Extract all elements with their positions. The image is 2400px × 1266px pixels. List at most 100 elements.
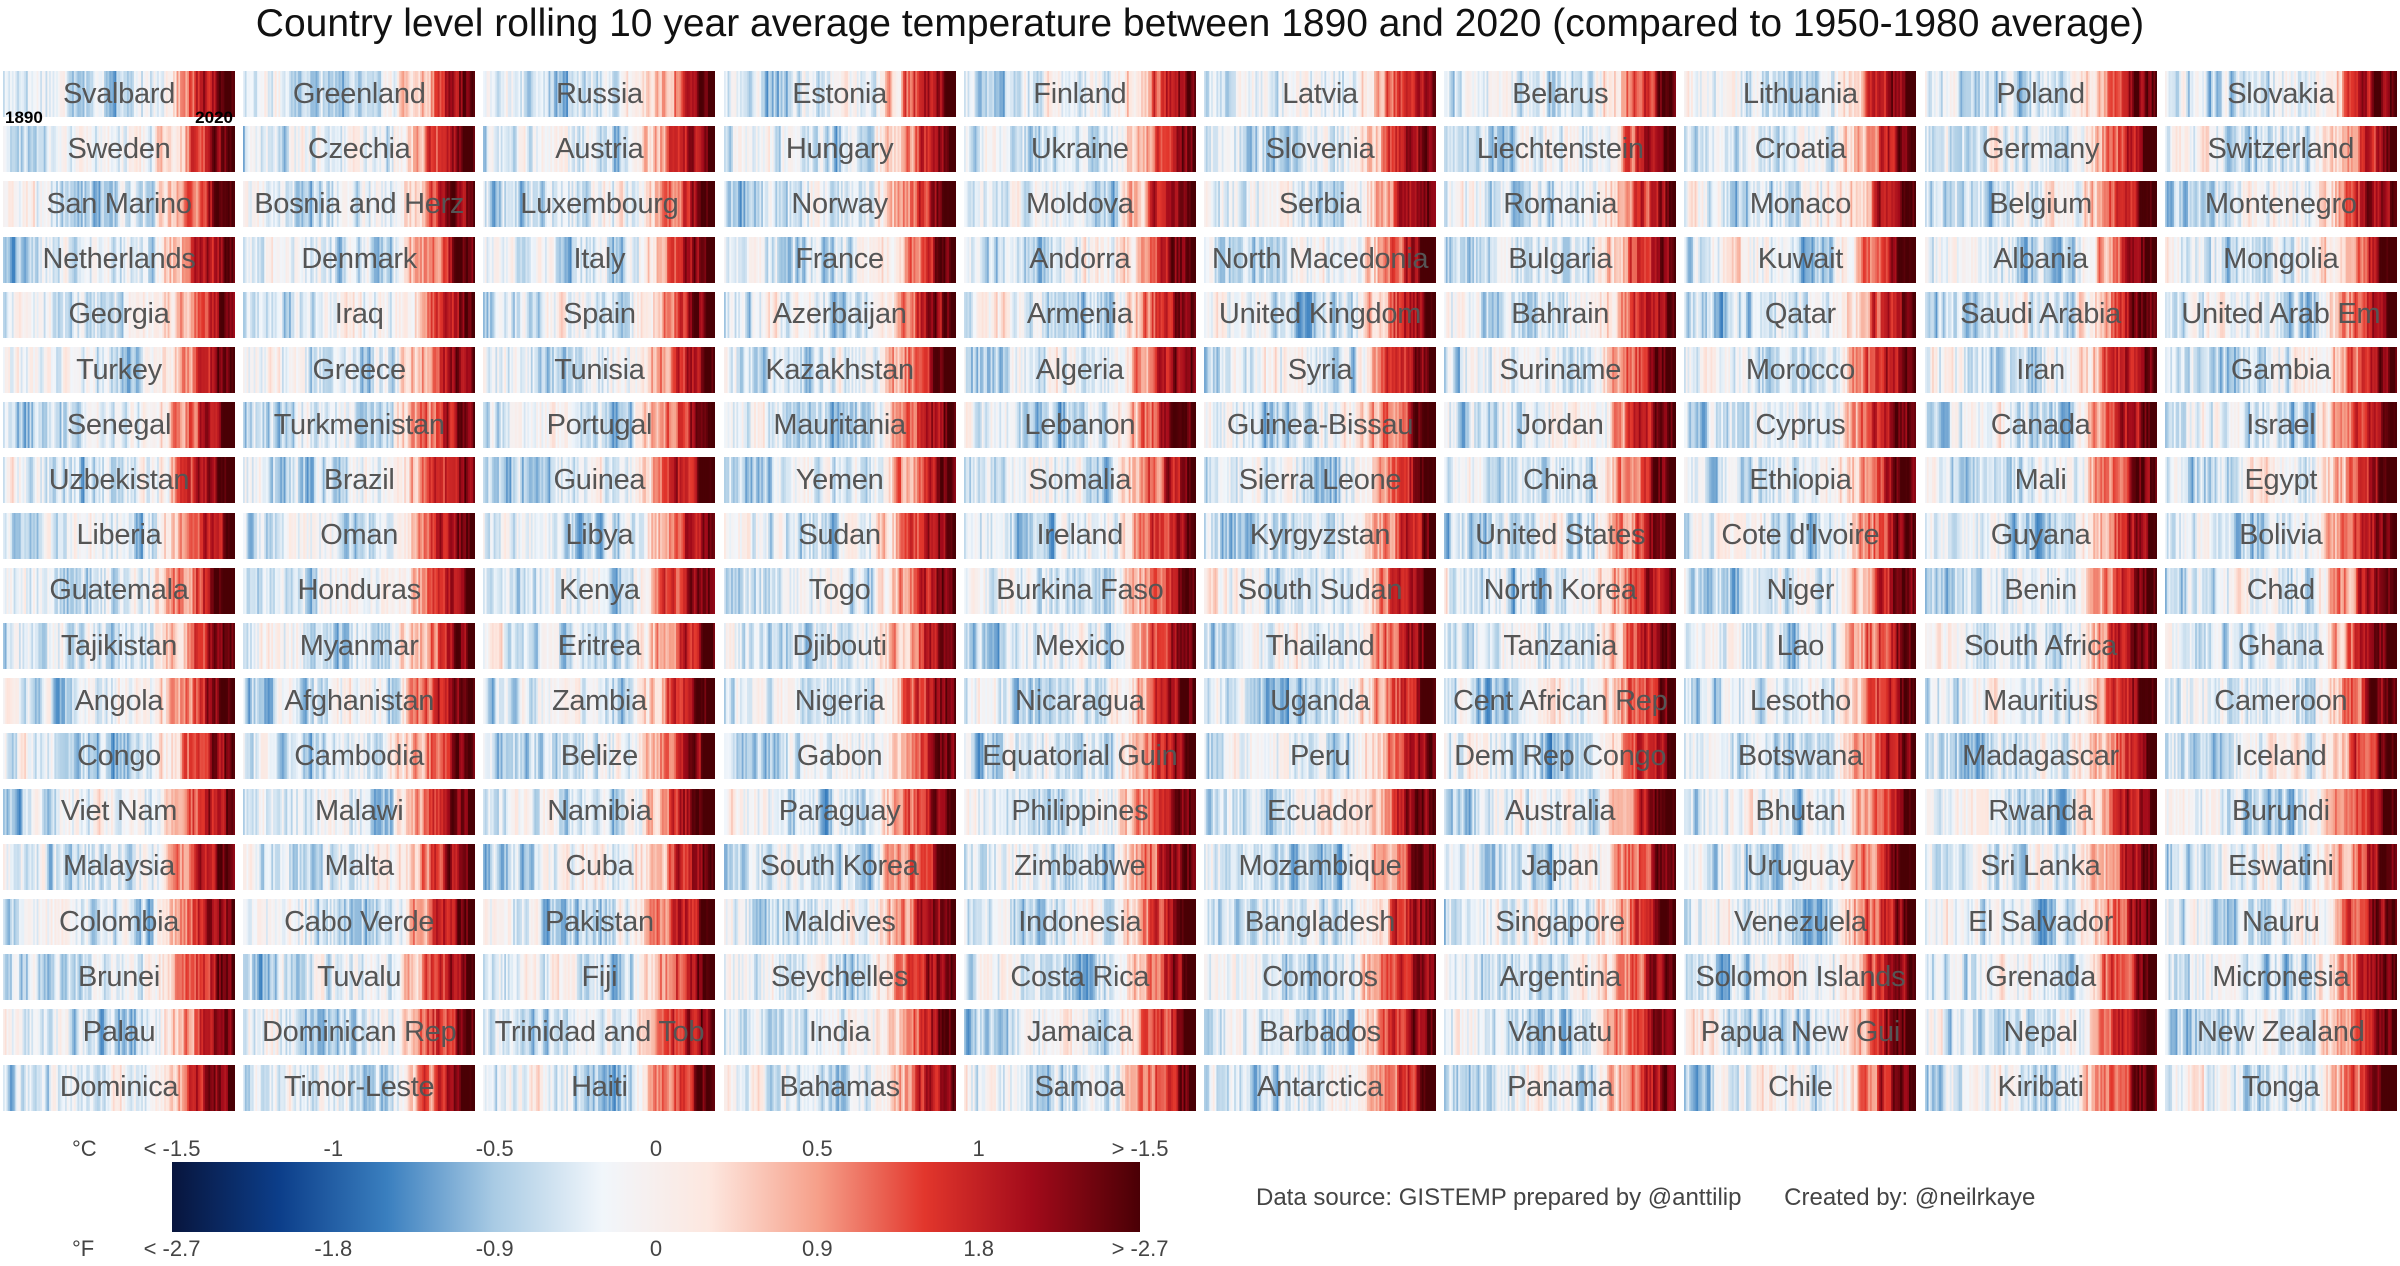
stripe [2317,126,2320,173]
stripe [1827,181,1831,228]
stripe [1397,236,1400,283]
stripe [974,71,977,117]
stripe [506,236,509,283]
stripe [974,236,977,283]
stripe [425,181,428,228]
stripe [746,181,749,228]
stripe [817,181,820,228]
stripe [31,236,34,283]
stripe [2117,71,2120,117]
stripe [1218,236,1221,283]
stripe [324,126,327,173]
stripe [448,126,451,173]
stripe [1365,181,1368,228]
stripe [1315,71,1318,117]
stripe [701,126,704,173]
stripe [1728,181,1731,228]
stripe [1149,181,1152,228]
stripe [2258,126,2261,173]
stripe [916,126,919,173]
tile-north-macedonia: North Macedonia [1204,236,1436,283]
stripe [1271,71,1274,117]
stripe [1834,126,1838,173]
stripe [852,181,856,228]
stripe [753,126,756,173]
stripe [298,126,301,173]
stripe [564,71,568,117]
stripe [805,236,808,283]
stripe [1331,236,1334,283]
stripe [735,236,739,283]
stripe [1162,126,1165,173]
stripe [893,181,896,228]
stripe [2320,181,2323,228]
stripe [2217,181,2221,228]
stripe [518,71,521,117]
stripe [511,71,514,117]
country-label: Czechia [243,126,475,172]
tile-netherlands: Netherlands [3,236,235,283]
stripe [859,181,863,228]
stripe [1696,71,1699,117]
stripe [89,181,92,228]
stripe [946,181,949,228]
stripe [72,126,75,173]
stripe [165,71,169,117]
stripe [2014,71,2018,117]
stripe [1726,71,1730,117]
stripe [1748,71,1751,117]
stripe [1667,236,1670,283]
stripe [2187,181,2190,228]
stripe [1251,71,1254,117]
stripe [1896,71,1900,117]
stripe [1093,236,1096,283]
stripe [1644,181,1647,228]
stripe [665,126,668,173]
stripe [1453,236,1456,283]
stripe [269,181,272,228]
stripe [111,236,114,283]
stripe [1160,126,1163,173]
stripe [2030,126,2034,173]
stripe [1084,181,1087,228]
stripe [322,126,326,173]
stripe [1232,236,1235,283]
stripe [986,236,989,283]
stripe [1228,71,1231,117]
stripe [1712,71,1715,117]
stripe [782,236,785,283]
stripe [1674,71,1677,117]
stripe [2317,71,2320,117]
stripe [751,236,755,283]
stripe [2279,181,2283,228]
stripe [1361,71,1364,117]
stripe [1343,236,1347,283]
stripe [2154,126,2157,173]
stripe [2285,126,2288,173]
stripe [1660,126,1663,173]
stripe [1746,126,1749,173]
stripe [2286,71,2290,117]
stripe [1889,181,1893,228]
stripe [782,71,785,117]
stripe [1098,236,1101,283]
stripe [2212,71,2215,117]
stripe [1297,181,1301,228]
stripe [1760,71,1763,117]
stripe [1156,236,1160,283]
stripe [155,71,158,117]
stripe [1700,126,1703,173]
stripe [2078,71,2081,117]
stripe [1349,236,1352,283]
stripe [427,181,430,228]
stripe [2200,71,2203,117]
stripe [1484,181,1488,228]
stripe [275,71,278,117]
stripe [2320,71,2323,117]
stripe [2194,71,2198,117]
stripe [2087,181,2090,228]
tile-kuwait: Kuwait [1684,236,1917,283]
stripe [1555,181,1558,228]
stripe [1091,71,1094,117]
stripe [1760,181,1763,228]
